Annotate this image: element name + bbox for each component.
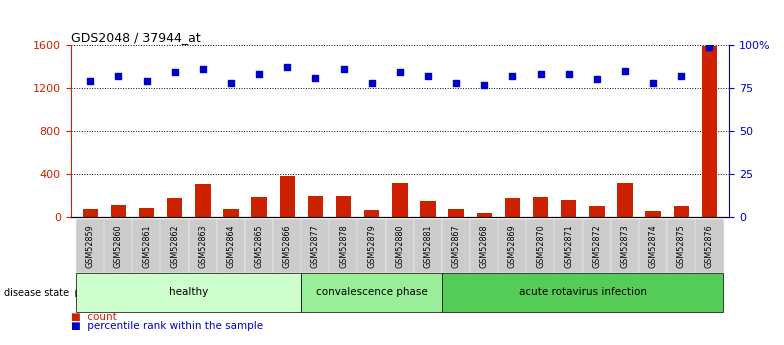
Point [506,73,519,79]
Text: GSM52870: GSM52870 [536,224,545,268]
Bar [195,184,211,217]
Point [394,70,406,75]
Point [590,77,603,82]
Point [253,71,266,77]
Bar [448,209,464,217]
Text: GSM52866: GSM52866 [283,224,292,268]
Text: GSM52871: GSM52871 [564,224,573,268]
Point [422,73,434,79]
Text: ■  percentile rank within the sample: ■ percentile rank within the sample [71,321,263,331]
Text: GSM52864: GSM52864 [227,224,235,268]
Text: GSM52874: GSM52874 [648,224,658,268]
Bar [702,46,717,217]
Text: acute rotavirus infection: acute rotavirus infection [519,287,647,297]
Bar [533,197,548,217]
Text: GSM52876: GSM52876 [705,224,714,268]
Point [309,75,321,80]
Bar [589,206,604,217]
Bar [420,201,436,217]
Text: GSM52868: GSM52868 [480,224,488,268]
Point [478,82,491,87]
Bar [477,213,492,217]
Point [562,71,575,77]
Bar [561,200,576,217]
Text: GSM52860: GSM52860 [114,224,123,268]
Text: GSM52867: GSM52867 [452,224,461,268]
Text: healthy: healthy [169,287,209,297]
Text: GSM52881: GSM52881 [423,224,433,268]
Text: GSM52869: GSM52869 [508,224,517,268]
Bar [392,183,408,217]
Text: GSM52879: GSM52879 [367,224,376,268]
Point [84,78,96,84]
Text: GSM52865: GSM52865 [255,224,263,268]
Bar [617,184,633,217]
Point [281,65,293,70]
Bar [82,209,98,217]
Text: GSM52863: GSM52863 [198,224,207,268]
Text: GDS2048 / 37944_at: GDS2048 / 37944_at [71,31,200,44]
Text: GSM52880: GSM52880 [395,224,405,268]
Point [337,66,350,72]
Bar [139,208,154,217]
Bar [167,198,183,217]
Text: GSM52873: GSM52873 [620,224,630,268]
Bar [645,211,661,217]
Bar [252,197,267,217]
Point [225,80,238,86]
Bar [280,176,295,217]
Text: GSM52875: GSM52875 [677,224,686,268]
Bar [223,209,238,217]
Text: GSM52872: GSM52872 [593,224,601,268]
Point [675,73,688,79]
Text: GSM52859: GSM52859 [85,224,95,268]
Text: disease state  ▶: disease state ▶ [4,287,83,297]
Point [534,71,546,77]
Bar [673,206,689,217]
Text: GSM52861: GSM52861 [142,224,151,268]
Text: ■  count: ■ count [71,312,116,322]
Text: GSM52862: GSM52862 [170,224,180,268]
Point [365,80,378,86]
Bar [336,196,351,217]
Point [169,70,181,75]
Point [197,66,209,72]
Point [703,44,716,49]
Text: convalescence phase: convalescence phase [316,287,427,297]
Point [140,78,153,84]
Text: GSM52878: GSM52878 [339,224,348,268]
Bar [307,196,323,217]
Point [647,80,659,86]
Bar [111,206,126,217]
Point [619,68,631,73]
Text: GSM52877: GSM52877 [311,224,320,268]
Point [450,80,463,86]
Bar [364,210,379,217]
Point [112,73,125,79]
Bar [505,198,520,217]
